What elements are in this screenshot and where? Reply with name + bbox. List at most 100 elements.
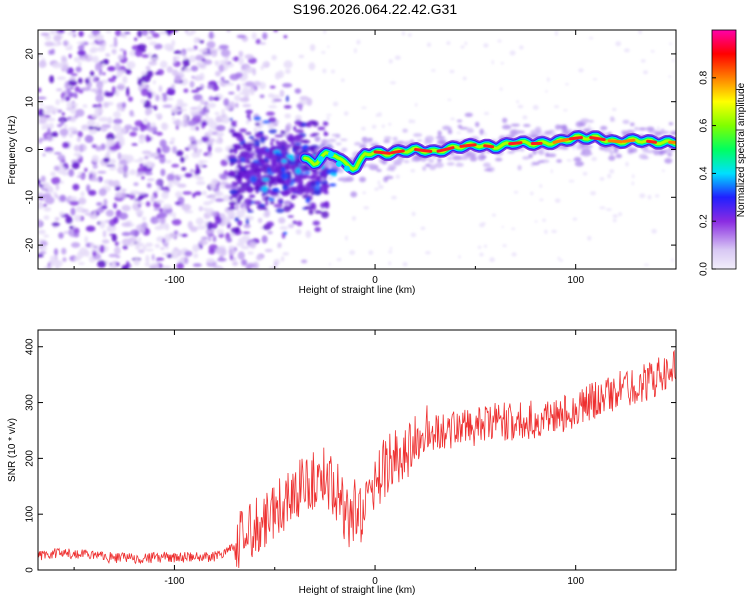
heatmap-cell bbox=[446, 41, 451, 45]
heatmap-cell bbox=[145, 65, 151, 71]
heatmap-cell bbox=[38, 204, 44, 210]
heatmap-cell bbox=[172, 146, 177, 154]
heatmap-cell bbox=[176, 262, 184, 269]
heatmap-cell bbox=[311, 182, 315, 186]
heatmap-cell bbox=[65, 216, 73, 224]
heatmap-cell bbox=[459, 127, 469, 130]
heatmap-cell bbox=[156, 186, 162, 190]
heatmap-cell bbox=[95, 145, 103, 151]
heatmap-cell bbox=[231, 122, 237, 128]
heatmap-cell bbox=[572, 217, 578, 221]
heatmap-cell bbox=[214, 247, 225, 255]
heatmap-cell bbox=[207, 84, 215, 90]
heatmap-cell bbox=[475, 121, 480, 128]
y-tick-label: -10 bbox=[25, 190, 36, 205]
ridge-peak bbox=[390, 149, 405, 155]
heatmap-cell bbox=[140, 98, 146, 104]
heatmap-cell bbox=[177, 183, 187, 188]
heatmap-cell bbox=[189, 80, 195, 88]
heatmap-cell bbox=[566, 159, 572, 162]
heatmap-cell bbox=[192, 263, 202, 267]
heatmap-cell bbox=[63, 40, 68, 47]
heatmap-cell bbox=[55, 183, 60, 191]
heatmap-cell bbox=[58, 232, 64, 239]
heatmap-cell bbox=[253, 140, 260, 147]
heatmap-cell bbox=[578, 68, 584, 73]
heatmap-cell bbox=[38, 193, 44, 197]
heatmap-cell bbox=[154, 43, 163, 50]
heatmap-cell bbox=[245, 132, 252, 135]
heatmap-cell bbox=[621, 130, 628, 135]
heatmap-cell bbox=[460, 45, 465, 49]
y-tick-label: -20 bbox=[25, 237, 36, 252]
heatmap-cell bbox=[274, 72, 281, 80]
heatmap-cell bbox=[223, 98, 230, 107]
heatmap-cell bbox=[244, 198, 253, 205]
heatmap-cell bbox=[51, 48, 55, 55]
heatmap-cell bbox=[196, 225, 207, 230]
heatmap-cell bbox=[166, 90, 176, 96]
ridge-peak bbox=[459, 143, 477, 148]
heatmap-cell bbox=[78, 30, 84, 37]
heatmap-cell bbox=[510, 123, 520, 127]
heatmap-cell bbox=[580, 118, 590, 124]
spectrogram-y-label: Frequency (Hz) bbox=[7, 116, 18, 185]
heatmap-cell bbox=[255, 184, 261, 191]
heatmap-cell bbox=[187, 221, 193, 230]
heatmap-cell bbox=[170, 107, 180, 113]
heatmap-cell bbox=[181, 203, 192, 211]
heatmap-cell bbox=[390, 81, 396, 85]
heatmap-cell bbox=[71, 242, 81, 248]
heatmap-cell bbox=[136, 202, 145, 205]
heatmap-cell bbox=[184, 30, 189, 34]
heatmap-cell bbox=[268, 117, 277, 123]
heatmap-cell bbox=[600, 125, 608, 131]
heatmap-cell bbox=[61, 112, 65, 116]
heatmap-cell bbox=[270, 138, 276, 142]
heatmap-cell bbox=[59, 128, 69, 137]
heatmap-cell bbox=[646, 126, 655, 132]
heatmap-cell bbox=[44, 41, 54, 47]
heatmap-cell bbox=[283, 35, 288, 39]
heatmap-cell bbox=[410, 169, 416, 173]
heatmap-cell bbox=[243, 186, 252, 190]
heatmap-cell bbox=[582, 152, 591, 157]
heatmap-cell bbox=[293, 142, 302, 146]
y-tick-label: 300 bbox=[25, 394, 36, 411]
heatmap-cell bbox=[141, 54, 150, 58]
heatmap-cell bbox=[178, 108, 188, 112]
heatmap-cell bbox=[314, 227, 322, 232]
heatmap-cell bbox=[555, 30, 558, 36]
heatmap-cell bbox=[314, 147, 321, 152]
heatmap-cell bbox=[259, 94, 265, 99]
heatmap-cell bbox=[280, 166, 286, 173]
heatmap-cell bbox=[324, 164, 330, 168]
heatmap-cell bbox=[139, 163, 144, 168]
heatmap-cell bbox=[196, 74, 201, 81]
heatmap-cell bbox=[137, 30, 143, 38]
heatmap-cell bbox=[389, 247, 393, 250]
heatmap-cell bbox=[161, 122, 169, 131]
heatmap-cell bbox=[381, 124, 385, 128]
heatmap-cell bbox=[229, 195, 233, 201]
heatmap-cell bbox=[168, 212, 174, 216]
heatmap-cell bbox=[121, 192, 127, 200]
heatmap-cell bbox=[56, 76, 66, 81]
heatmap-cell bbox=[89, 70, 95, 77]
heatmap-cell bbox=[44, 35, 52, 41]
heatmap-cell bbox=[322, 68, 327, 74]
heatmap-cell bbox=[279, 226, 288, 230]
heatmap-cell bbox=[75, 109, 85, 117]
heatmap-cell bbox=[624, 48, 630, 53]
heatmap-cell bbox=[282, 83, 293, 88]
heatmap-cell bbox=[484, 131, 487, 137]
heatmap-cell bbox=[479, 128, 485, 135]
heatmap-cell bbox=[329, 183, 337, 187]
heatmap-cell bbox=[205, 228, 213, 236]
heatmap-cell bbox=[576, 144, 582, 150]
heatmap-cell bbox=[83, 250, 90, 257]
heatmap-cell bbox=[145, 254, 150, 264]
heatmap-cell bbox=[338, 167, 344, 174]
heatmap-cell bbox=[38, 179, 41, 185]
heatmap-cell bbox=[309, 44, 316, 52]
